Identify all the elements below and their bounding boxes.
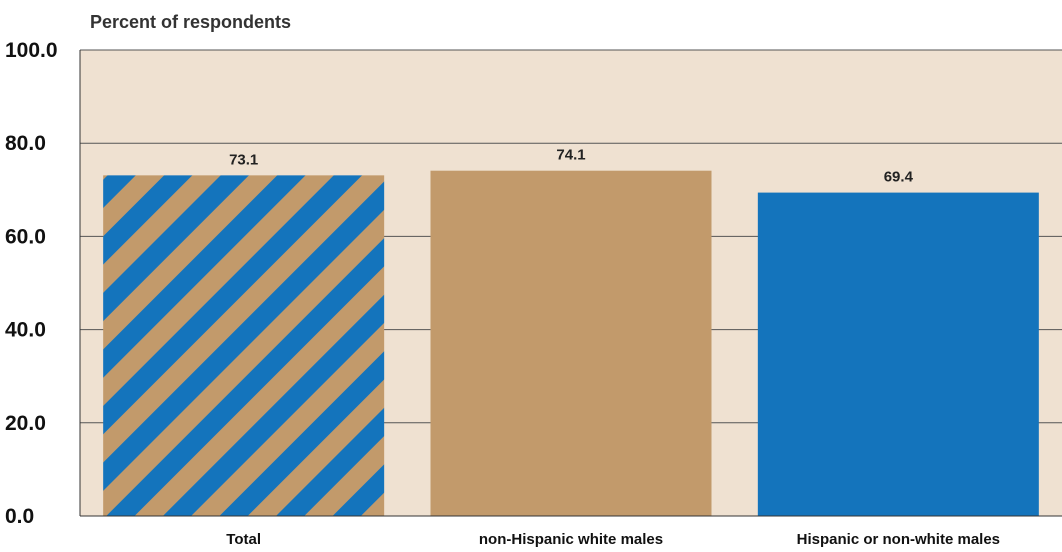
y-tick-label: 100.0: [5, 39, 58, 62]
category-label: non-Hispanic white males: [479, 531, 663, 548]
bar-1: [103, 175, 385, 516]
bar-3: [757, 192, 1039, 516]
data-label: 69.4: [884, 169, 914, 186]
bars: [103, 170, 1039, 516]
y-tick-label: 60.0: [5, 225, 46, 248]
data-label: 74.1: [556, 147, 585, 164]
y-tick-labels: 0.0 20.0 40.0 60.0 80.0 100.0: [5, 39, 58, 528]
y-axis-title: Percent of respondents: [90, 12, 292, 32]
data-labels: 73.1 74.1 69.4: [229, 147, 914, 186]
category-label: Hispanic or non-white males: [797, 531, 1000, 548]
category-label: Total: [226, 531, 261, 548]
data-label: 73.1: [229, 151, 258, 168]
y-tick-label: 0.0: [5, 505, 34, 528]
y-tick-label: 20.0: [5, 412, 46, 435]
category-labels: Total non-Hispanic white males Hispanic or…: [226, 531, 1000, 548]
bar-2: [430, 170, 712, 516]
y-tick-label: 40.0: [5, 319, 46, 342]
y-tick-label: 80.0: [5, 132, 46, 155]
